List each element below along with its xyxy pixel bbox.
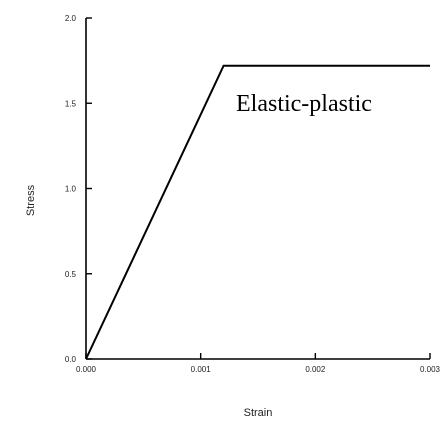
x-tick-label-3: 0.003 (420, 365, 441, 374)
y-ticks: 0.0 0.5 1.0 1.5 2.0 (65, 14, 92, 364)
y-axis-title: Stress (25, 184, 37, 216)
series-group (85, 64, 430, 360)
y-tick-label-0: 0.0 (65, 355, 77, 364)
y-tick-label-3: 1.5 (65, 99, 77, 108)
x-tick-label-0: 0.000 (76, 365, 97, 374)
x-tick-label-2: 0.002 (305, 365, 326, 374)
series-line-0 (85, 64, 430, 360)
y-tick-label-2: 1.0 (65, 185, 77, 194)
y-tick-label-1: 0.5 (65, 270, 77, 279)
annotation-elastic-plastic: Elastic-plastic (236, 91, 372, 117)
y-tick-label-4: 2.0 (65, 14, 77, 23)
axes (85, 18, 430, 360)
x-tick-label-1: 0.001 (191, 365, 212, 374)
x-ticks: 0.000 0.001 0.002 0.003 (76, 353, 441, 374)
x-axis-title: Strain (244, 407, 273, 419)
